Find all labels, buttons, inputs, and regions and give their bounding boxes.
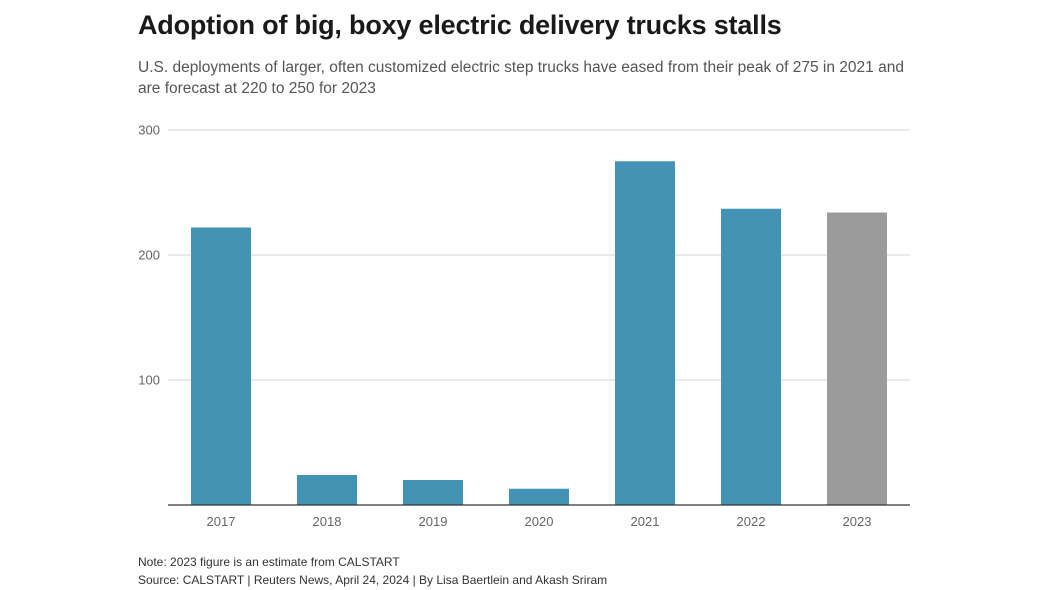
x-tick-label: 2020 [525, 514, 554, 529]
x-tick-label: 2023 [843, 514, 872, 529]
y-axis-ticks: 100 200 300 [138, 123, 160, 388]
gridlines [168, 129, 910, 381]
x-tick-label: 2018 [313, 514, 342, 529]
bar-2023 [827, 212, 887, 505]
x-tick-label: 2019 [419, 514, 448, 529]
chart-note: Note: 2023 figure is an estimate from CA… [138, 555, 400, 569]
y-tick-label: 300 [138, 123, 160, 138]
chart-source: Source: CALSTART | Reuters News, April 2… [138, 573, 608, 587]
bar-2017 [191, 227, 251, 505]
y-tick-label: 100 [138, 373, 160, 388]
bar-2018 [297, 475, 357, 505]
bar-2022 [721, 208, 781, 505]
chart-title: Adoption of big, boxy electric delivery … [138, 10, 782, 40]
x-tick-label: 2021 [631, 514, 660, 529]
bar-2021 [615, 161, 675, 505]
chart-subtitle: U.S. deployments of larger, often custom… [138, 59, 904, 97]
bars [191, 161, 887, 505]
x-tick-label: 2017 [207, 514, 236, 529]
bar-2019 [403, 480, 463, 505]
x-axis-ticks: 2017 2018 2019 2020 2021 2022 2023 [207, 514, 872, 529]
y-tick-label: 200 [138, 248, 160, 263]
bar-chart: 100 200 300 2017 2018 2019 2020 2021 2022 2023 [138, 123, 910, 529]
x-tick-label: 2022 [737, 514, 766, 529]
bar-2020 [509, 488, 569, 505]
